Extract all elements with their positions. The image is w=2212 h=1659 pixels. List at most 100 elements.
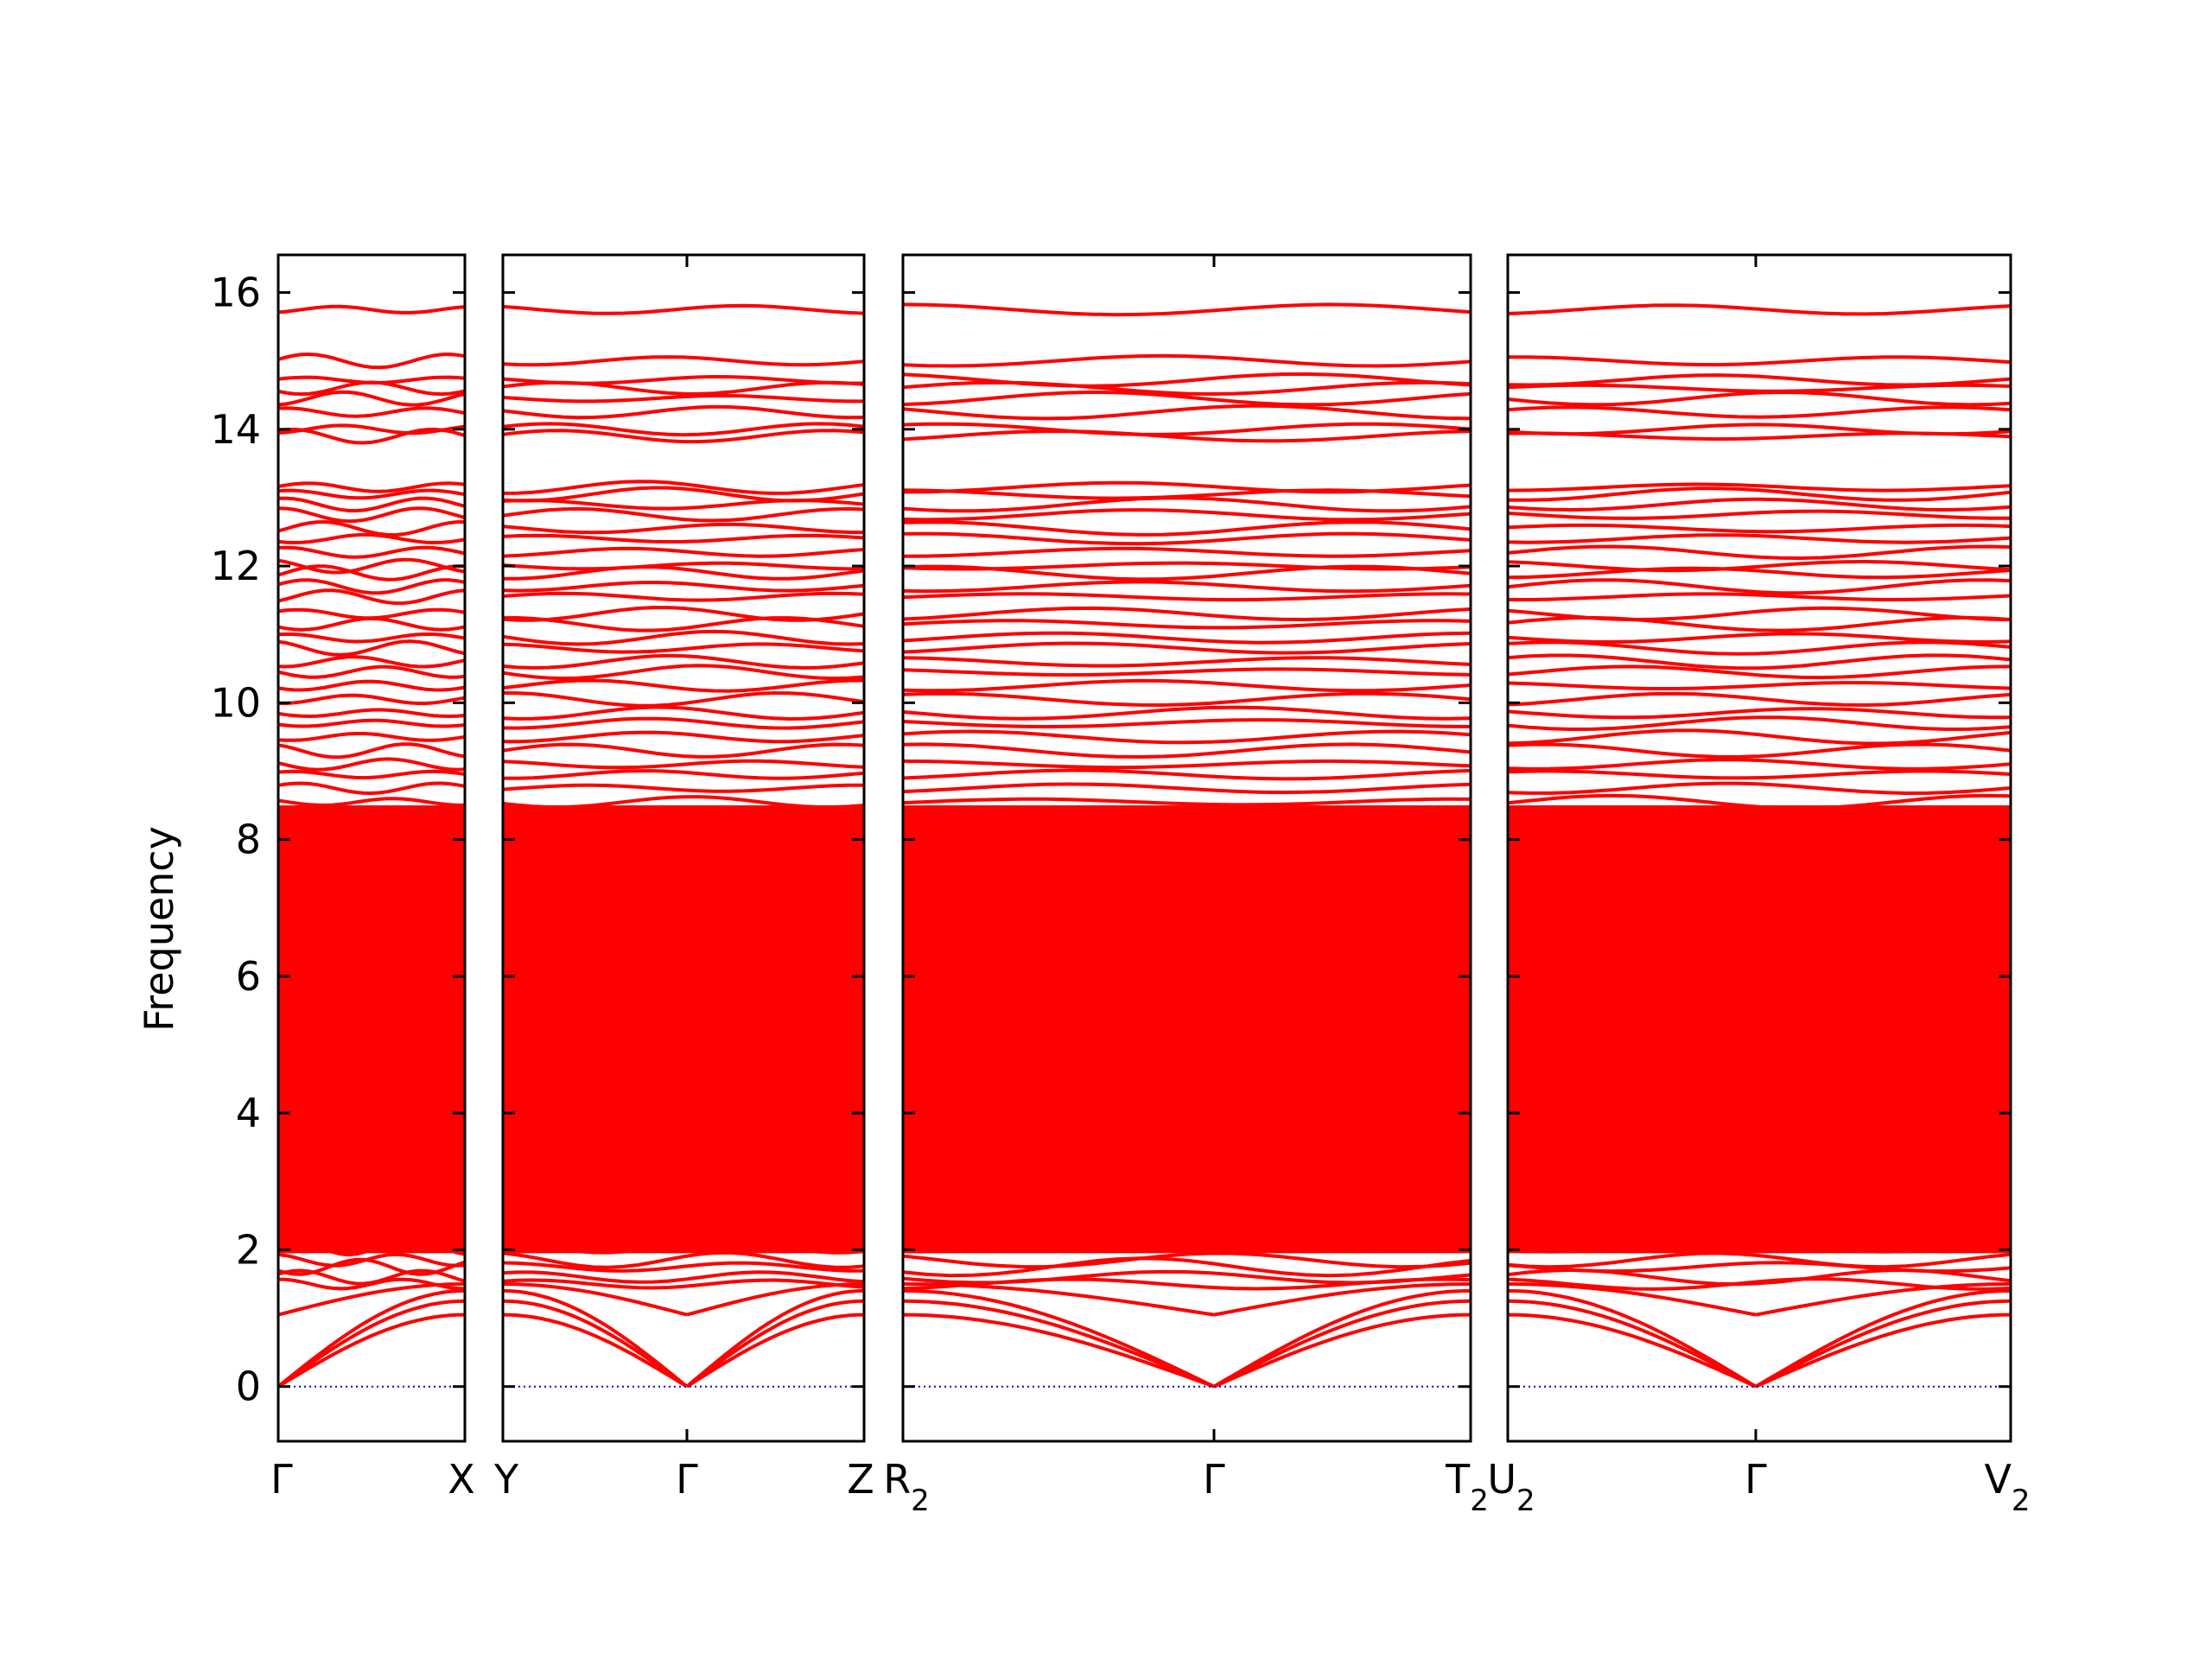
optical-band-line bbox=[903, 580, 1471, 594]
optical-band-line bbox=[278, 588, 465, 606]
y-tick-label: 0 bbox=[236, 1363, 261, 1410]
optical-band-line bbox=[903, 302, 1471, 317]
optical-band-line bbox=[1508, 390, 2011, 407]
optical-band-line bbox=[503, 759, 864, 770]
acoustic-band-line bbox=[1213, 1299, 1471, 1389]
acoustic-band-line bbox=[278, 1313, 465, 1389]
optical-band-line bbox=[903, 768, 1471, 781]
optical-band-line bbox=[1508, 559, 2011, 573]
optical-band-line bbox=[503, 580, 864, 593]
dense-band-region bbox=[503, 805, 864, 1254]
acoustic-band-line bbox=[1755, 1299, 2011, 1389]
optical-band-line bbox=[903, 422, 1471, 436]
low-optical-band-line bbox=[903, 1113, 1471, 1134]
optical-band-line bbox=[503, 506, 864, 523]
optical-band-line bbox=[1508, 592, 2011, 602]
optical-band-line bbox=[278, 693, 465, 705]
optical-band-line bbox=[278, 406, 465, 418]
y-axis-label: Frequency bbox=[136, 826, 182, 1032]
acoustic-band-line bbox=[903, 1299, 1215, 1389]
optical-band-line bbox=[278, 506, 465, 524]
optical-band-line bbox=[503, 533, 864, 544]
acoustic-band-line bbox=[1508, 1282, 1757, 1317]
low-optical-band-line bbox=[278, 1114, 465, 1134]
dense-band-region bbox=[1508, 805, 2011, 1254]
optical-band-line bbox=[1508, 405, 2011, 419]
optical-band-line bbox=[903, 667, 1471, 677]
optical-band-line bbox=[503, 565, 864, 581]
optical-band-line bbox=[1508, 497, 2011, 512]
low-optical-band-line bbox=[1508, 1185, 2011, 1198]
low-optical-band-line bbox=[503, 1250, 864, 1269]
optical-band-line bbox=[278, 564, 465, 582]
acoustic-band-line bbox=[1754, 1288, 2011, 1389]
acoustic-band-line bbox=[1755, 1282, 2011, 1317]
low-optical-band-line bbox=[1508, 1211, 2011, 1227]
optical-band-line bbox=[1508, 486, 2011, 502]
x-tick-label-start: Γ bbox=[270, 1456, 293, 1503]
low-optical-band-line bbox=[903, 1199, 1471, 1218]
low-optical-band-line bbox=[1508, 1261, 2011, 1274]
x-tick-label-mid: Γ bbox=[1745, 1456, 1767, 1503]
acoustic-band-line bbox=[278, 1282, 465, 1317]
optical-band-line bbox=[1508, 691, 2011, 708]
low-optical-band-line bbox=[903, 1135, 1471, 1154]
optical-band-line bbox=[503, 705, 864, 721]
acoustic-band-line bbox=[1213, 1313, 1471, 1389]
optical-band-line bbox=[503, 591, 864, 602]
x-tick-label-end: X bbox=[448, 1456, 475, 1503]
optical-band-line bbox=[503, 422, 864, 437]
optical-band-line bbox=[1508, 681, 2011, 690]
optical-band-line bbox=[903, 742, 1471, 760]
acoustic-band-line bbox=[903, 1313, 1215, 1389]
panel-3-bands bbox=[903, 302, 1471, 1389]
low-optical-band-line bbox=[903, 1240, 1471, 1253]
low-optical-band-line bbox=[503, 1116, 864, 1131]
optical-band-line bbox=[1508, 781, 2011, 796]
acoustic-band-line bbox=[1508, 1313, 1757, 1389]
optical-band-line bbox=[503, 716, 864, 730]
low-optical-band-line bbox=[903, 1184, 1471, 1199]
optical-band-line bbox=[503, 769, 864, 780]
panel-1-bands bbox=[278, 304, 465, 1389]
low-optical-band-line bbox=[278, 1200, 465, 1217]
acoustic-band-line bbox=[686, 1282, 864, 1317]
acoustic-band-line bbox=[503, 1282, 688, 1317]
optical-band-line bbox=[1508, 742, 2011, 760]
low-optical-band-line bbox=[503, 1261, 864, 1273]
optical-band-line bbox=[503, 615, 864, 632]
low-optical-band-line bbox=[503, 1212, 864, 1226]
low-optical-band-line bbox=[278, 1252, 465, 1268]
optical-band-line bbox=[278, 304, 465, 315]
optical-band-line bbox=[503, 355, 864, 367]
optical-band-line bbox=[503, 642, 864, 654]
low-optical-band-line bbox=[503, 1198, 864, 1220]
optical-band-line bbox=[278, 532, 465, 545]
optical-band-line bbox=[903, 619, 1471, 630]
optical-band-line bbox=[278, 380, 465, 397]
acoustic-band-line bbox=[903, 1282, 1215, 1317]
x-tick-label-start: R2 bbox=[883, 1456, 930, 1518]
optical-band-line bbox=[503, 522, 864, 535]
acoustic-band-line bbox=[278, 1288, 465, 1389]
low-optical-band-line bbox=[278, 1229, 465, 1244]
optical-band-line bbox=[503, 730, 864, 744]
optical-band-line bbox=[278, 708, 465, 719]
optical-band-line bbox=[903, 380, 1471, 397]
optical-band-line bbox=[1508, 640, 2011, 656]
acoustic-band-line bbox=[278, 1299, 465, 1389]
optical-band-line bbox=[903, 353, 1471, 368]
low-optical-band-line bbox=[1508, 1251, 2011, 1269]
optical-band-line bbox=[278, 390, 465, 407]
optical-band-line bbox=[1508, 303, 2011, 316]
optical-band-line bbox=[1508, 758, 2011, 771]
y-tick-label: 4 bbox=[236, 1090, 261, 1136]
optical-band-line bbox=[1508, 715, 2011, 732]
optical-band-line bbox=[278, 481, 465, 493]
optical-band-line bbox=[903, 678, 1471, 693]
optical-band-line bbox=[903, 705, 1471, 721]
y-tick-label: 16 bbox=[210, 270, 261, 316]
acoustic-band-line bbox=[685, 1313, 864, 1389]
optical-band-line bbox=[278, 519, 465, 537]
